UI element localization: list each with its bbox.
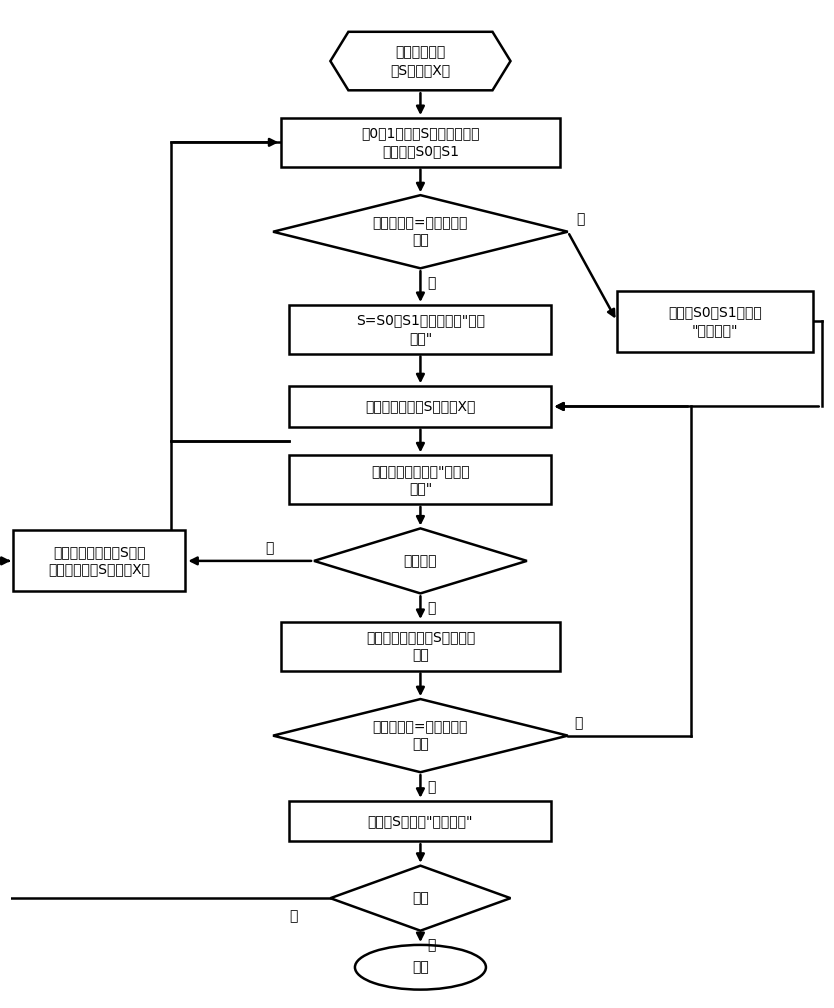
Text: 用0和1搜索串S中前当前冲突
位，得串S0、S1: 用0和1搜索串S中前当前冲突 位，得串S0、S1 <box>361 127 480 158</box>
Text: S=S0，S1入栈并发送"入栈
命令": S=S0，S1入栈并发送"入栈 命令" <box>356 313 485 345</box>
Text: 用返回结果替换串S的当前冲
突位: 用返回结果替换串S的当前冲 突位 <box>366 631 475 662</box>
Bar <box>289 800 551 842</box>
Text: 结束: 结束 <box>412 961 429 975</box>
Text: 栈空: 栈空 <box>412 891 429 905</box>
Bar <box>289 456 551 504</box>
Bar <box>281 622 560 670</box>
Text: 否: 否 <box>427 276 435 290</box>
Bar <box>13 530 185 592</box>
Text: 当前冲突位=最后一位冲
突位: 当前冲突位=最后一位冲 突位 <box>373 216 468 247</box>
Text: 当前冲突位=最后一位冲
突位: 当前冲突位=最后一位冲 突位 <box>373 720 468 751</box>
Text: 否: 否 <box>289 909 298 923</box>
Text: 是: 是 <box>427 780 435 794</box>
Bar <box>289 304 551 354</box>
Text: 否: 否 <box>575 717 583 731</box>
Text: 否: 否 <box>427 601 435 615</box>
Text: 是: 是 <box>265 541 274 555</box>
Polygon shape <box>314 528 527 594</box>
Polygon shape <box>273 196 568 268</box>
Bar <box>289 386 551 426</box>
Text: 是: 是 <box>427 938 435 953</box>
Text: 保存串S0，S1，发送
"休眠命令": 保存串S0，S1，发送 "休眠命令" <box>668 305 762 337</box>
Ellipse shape <box>355 944 486 990</box>
Text: 是: 是 <box>576 213 585 227</box>
Text: 对当前冲突位发送"位查询
命令": 对当前冲突位发送"位查询 命令" <box>371 464 470 495</box>
Text: 保存串S，发送"休眠命令": 保存串S，发送"休眠命令" <box>368 814 473 828</box>
Text: 该位冲突: 该位冲突 <box>404 553 437 568</box>
Text: 当前冲突位指向S的下一X位: 当前冲突位指向S的下一X位 <box>365 399 475 413</box>
Text: 栈顶串出栈并赋予S，当
前冲突位指向S的最高X位: 栈顶串出栈并赋予S，当 前冲突位指向S的最高X位 <box>48 545 150 577</box>
Polygon shape <box>330 32 510 91</box>
Polygon shape <box>330 866 510 930</box>
Polygon shape <box>273 700 568 772</box>
Bar <box>281 118 560 166</box>
Text: 当前冲突位指
向S的最高X位: 当前冲突位指 向S的最高X位 <box>390 45 450 77</box>
Bar <box>617 290 813 352</box>
